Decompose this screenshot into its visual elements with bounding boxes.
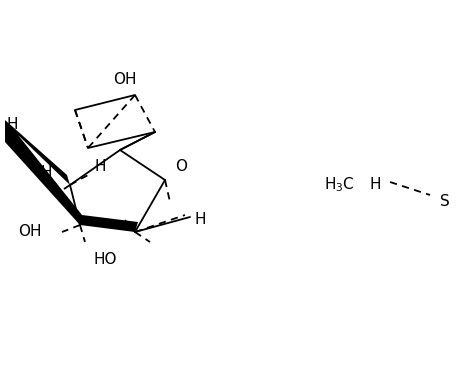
Polygon shape xyxy=(5,120,138,232)
Text: OH: OH xyxy=(113,73,136,87)
Text: HO: HO xyxy=(93,252,117,268)
Text: H: H xyxy=(369,177,380,193)
Text: H: H xyxy=(40,166,52,180)
Text: H: H xyxy=(6,117,18,133)
Text: H: H xyxy=(95,160,106,174)
Text: H: H xyxy=(195,212,206,228)
Text: O: O xyxy=(174,160,187,174)
Text: H$_3$C: H$_3$C xyxy=(324,176,354,194)
Text: OH: OH xyxy=(18,225,42,239)
Text: S: S xyxy=(439,195,449,209)
